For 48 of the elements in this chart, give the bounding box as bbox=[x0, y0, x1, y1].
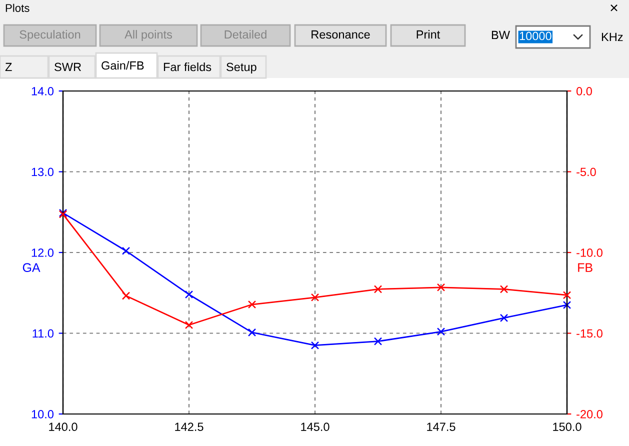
point bbox=[122, 292, 130, 300]
text: Speculation bbox=[20, 30, 80, 42]
y2-axis-title: FB bbox=[578, 263, 592, 272]
text: KHz bbox=[602, 32, 623, 42]
y-tick-label: 10.0 bbox=[32, 410, 54, 418]
point bbox=[374, 337, 382, 346]
text: SWR bbox=[54, 62, 81, 72]
text: Far fields bbox=[164, 62, 212, 72]
point bbox=[310, 293, 320, 302]
x-tick-label: 145.0 bbox=[301, 422, 330, 432]
point bbox=[562, 291, 572, 300]
y-tick-label: 11.0 bbox=[32, 329, 54, 338]
point bbox=[562, 300, 572, 310]
point bbox=[184, 320, 194, 330]
point bbox=[248, 328, 256, 337]
y2-tick-label: 0.0 bbox=[576, 87, 592, 96]
text: Setup bbox=[226, 62, 256, 74]
x-tick-label: 142.5 bbox=[175, 422, 204, 432]
point bbox=[374, 285, 382, 294]
y-tick-label: 13.0 bbox=[32, 168, 54, 176]
point bbox=[310, 341, 320, 350]
point bbox=[436, 283, 446, 292]
text: All points bbox=[124, 30, 172, 42]
text: Detailed bbox=[224, 30, 266, 39]
point bbox=[500, 314, 508, 322]
text: BW bbox=[492, 30, 510, 40]
y-axis-title: GA bbox=[22, 263, 40, 272]
y-tick-label: 14.0 bbox=[32, 87, 54, 96]
y2-tick-label: -10.0 bbox=[576, 248, 602, 257]
y2-tick-label: -5.0 bbox=[576, 168, 596, 176]
y-tick-label: 12.0 bbox=[32, 248, 54, 257]
text: Print bbox=[416, 30, 440, 39]
text: 10000 bbox=[520, 32, 552, 40]
chart-title: Plots bbox=[6, 4, 30, 12]
point bbox=[500, 285, 508, 294]
x-tick-label: 147.5 bbox=[427, 422, 456, 432]
point bbox=[436, 328, 446, 336]
text: Resonance bbox=[312, 30, 370, 39]
y2-tick-label: -15.0 bbox=[576, 329, 602, 338]
text: Z bbox=[5, 62, 12, 72]
point bbox=[184, 290, 194, 299]
text: × bbox=[610, 4, 618, 12]
x-tick-label: 150.0 bbox=[553, 422, 582, 432]
x-tick-label: 140.0 bbox=[49, 422, 78, 432]
point bbox=[122, 246, 130, 255]
text: Gain/FB bbox=[102, 61, 144, 70]
point bbox=[248, 300, 256, 309]
y2-tick-label: -20.0 bbox=[576, 410, 602, 418]
